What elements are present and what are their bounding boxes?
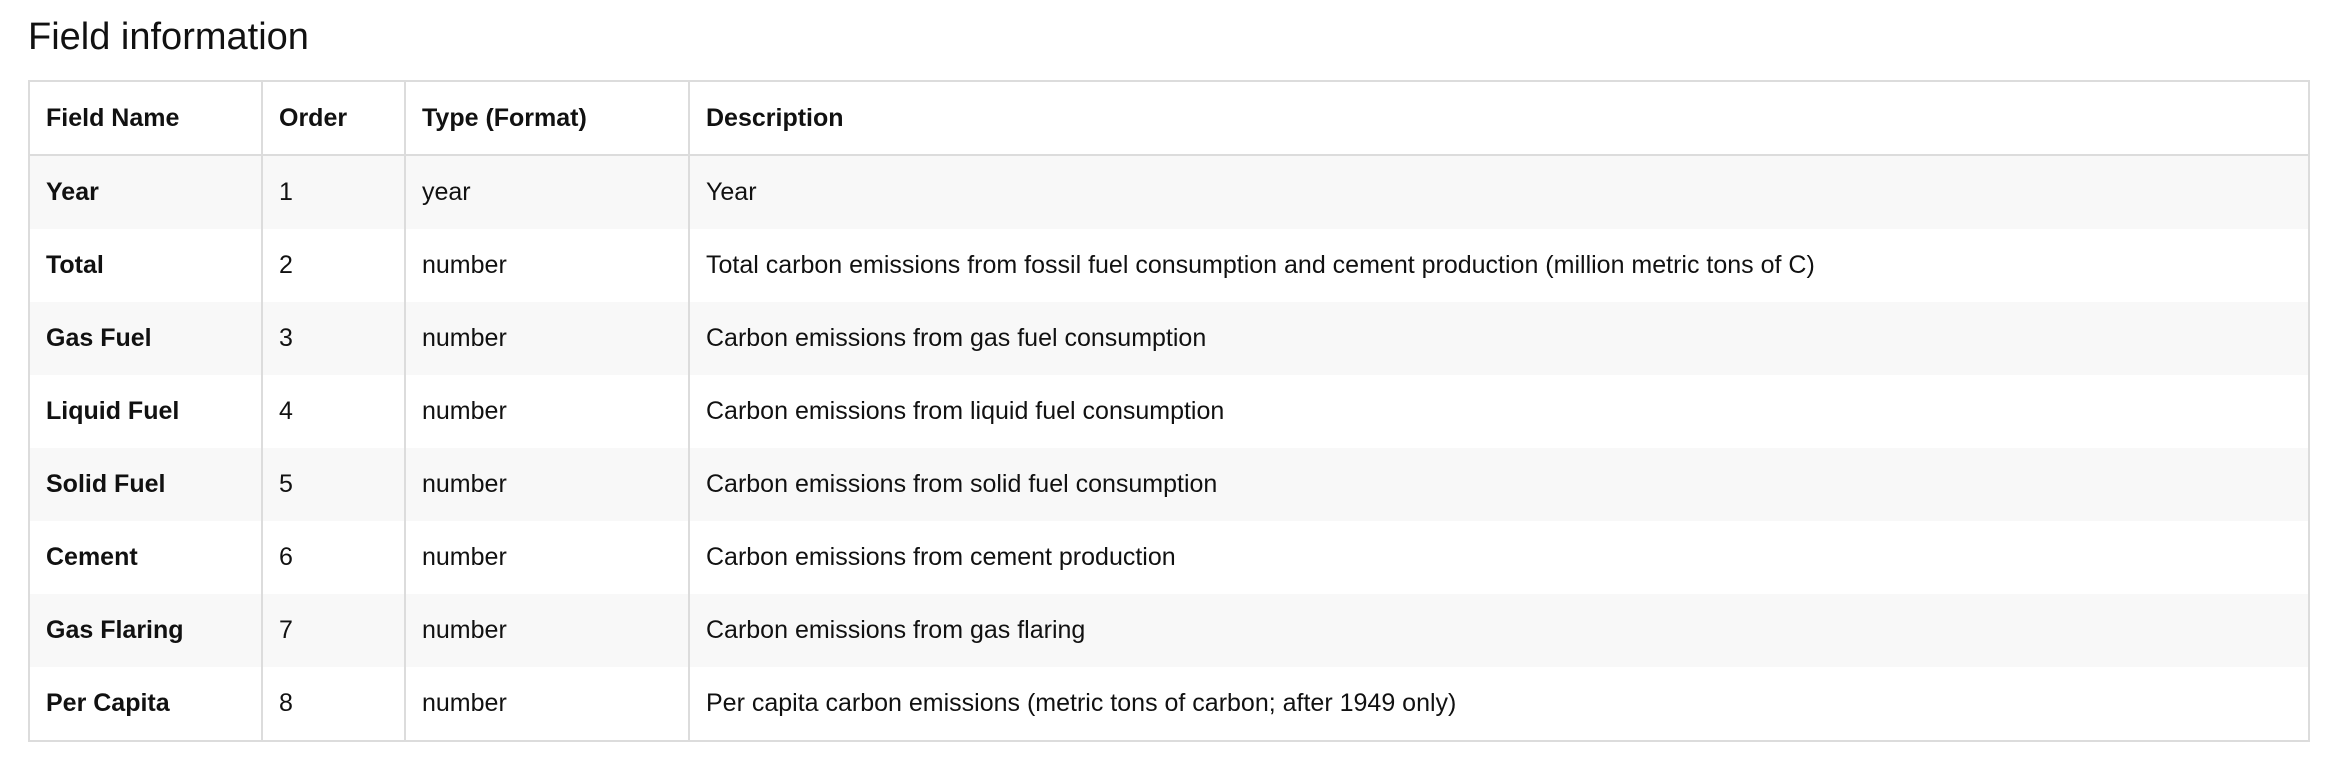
header-description: Description xyxy=(688,81,2310,156)
table-row: Year 1 year Year xyxy=(28,155,2310,229)
table-body: Year 1 year Year Total 2 number Total ca… xyxy=(28,155,2310,741)
order-cell: 4 xyxy=(261,375,406,448)
field-name-cell: Solid Fuel xyxy=(28,448,263,521)
description-cell: Carbon emissions from solid fuel consump… xyxy=(688,448,2310,521)
description-cell: Per capita carbon emissions (metric tons… xyxy=(688,667,2310,741)
field-name-cell: Liquid Fuel xyxy=(28,375,263,448)
order-cell: 1 xyxy=(261,155,406,229)
field-name-cell: Gas Fuel xyxy=(28,302,263,375)
field-name-cell: Cement xyxy=(28,521,263,594)
field-info-table: Field Name Order Type (Format) Descripti… xyxy=(28,80,2310,742)
section-title: Field information xyxy=(28,16,309,58)
order-cell: 2 xyxy=(261,229,406,302)
header-row: Field Name Order Type (Format) Descripti… xyxy=(28,81,2310,156)
table-row: Solid Fuel 5 number Carbon emissions fro… xyxy=(28,448,2310,521)
description-cell: Year xyxy=(688,155,2310,229)
type-cell: number xyxy=(404,521,690,594)
type-cell: number xyxy=(404,594,690,667)
type-cell: number xyxy=(404,229,690,302)
type-cell: number xyxy=(404,302,690,375)
type-cell: year xyxy=(404,155,690,229)
header-order: Order xyxy=(261,81,406,156)
order-cell: 7 xyxy=(261,594,406,667)
field-name-cell: Year xyxy=(28,155,263,229)
type-cell: number xyxy=(404,448,690,521)
order-cell: 3 xyxy=(261,302,406,375)
table-row: Total 2 number Total carbon emissions fr… xyxy=(28,229,2310,302)
description-cell: Carbon emissions from liquid fuel consum… xyxy=(688,375,2310,448)
header-type-format: Type (Format) xyxy=(404,81,690,156)
table-row: Gas Flaring 7 number Carbon emissions fr… xyxy=(28,594,2310,667)
order-cell: 8 xyxy=(261,667,406,741)
description-cell: Carbon emissions from gas fuel consumpti… xyxy=(688,302,2310,375)
field-name-cell: Per Capita xyxy=(28,667,263,741)
table-header: Field Name Order Type (Format) Descripti… xyxy=(28,81,2310,156)
type-cell: number xyxy=(404,667,690,741)
table-row: Per Capita 8 number Per capita carbon em… xyxy=(28,667,2310,741)
order-cell: 6 xyxy=(261,521,406,594)
description-cell: Total carbon emissions from fossil fuel … xyxy=(688,229,2310,302)
order-cell: 5 xyxy=(261,448,406,521)
description-cell: Carbon emissions from cement production xyxy=(688,521,2310,594)
header-field-name: Field Name xyxy=(28,81,263,156)
field-name-cell: Total xyxy=(28,229,263,302)
field-name-cell: Gas Flaring xyxy=(28,594,263,667)
table-row: Cement 6 number Carbon emissions from ce… xyxy=(28,521,2310,594)
type-cell: number xyxy=(404,375,690,448)
description-cell: Carbon emissions from gas flaring xyxy=(688,594,2310,667)
table-row: Liquid Fuel 4 number Carbon emissions fr… xyxy=(28,375,2310,448)
table-row: Gas Fuel 3 number Carbon emissions from … xyxy=(28,302,2310,375)
